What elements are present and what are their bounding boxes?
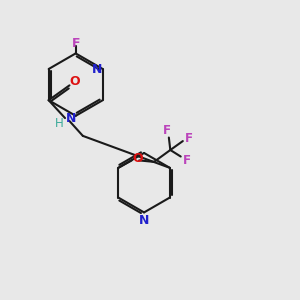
Text: F: F xyxy=(183,154,191,167)
Text: N: N xyxy=(139,214,149,227)
Text: O: O xyxy=(70,75,80,88)
Text: F: F xyxy=(164,124,171,137)
Text: N: N xyxy=(66,112,76,124)
Text: F: F xyxy=(185,132,194,145)
Text: H: H xyxy=(55,117,64,130)
Text: F: F xyxy=(71,37,80,50)
Text: N: N xyxy=(92,62,103,76)
Text: O: O xyxy=(132,152,143,165)
